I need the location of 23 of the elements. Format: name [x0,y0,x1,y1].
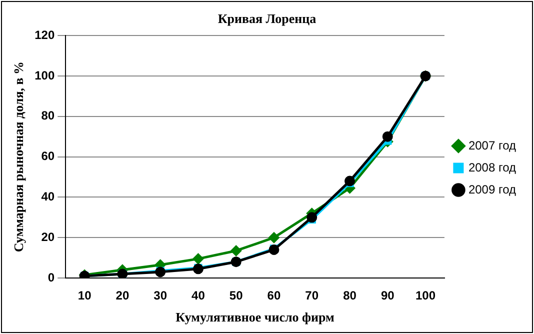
legend-label: 2007 год [468,138,516,152]
legend-label: 2008 год [468,160,516,174]
y-tick-label: 40 [41,190,55,204]
x-tick-label: 10 [78,288,92,303]
chart-title: Кривая Лоренца [218,11,317,26]
y-tick-label: 80 [41,108,55,123]
x-tick-label: 20 [116,288,130,303]
y-tick-label: 0 [48,270,55,284]
y-tick-label: 20 [41,230,55,244]
x-tick-label: 100 [415,288,436,303]
x-tick-label: 60 [267,288,281,303]
x-tick-label: 50 [229,288,244,303]
x-axis-title: Кумулятивное число фирм [176,310,335,325]
y-tick-label: 60 [41,149,55,164]
x-tick-label: 90 [380,288,395,303]
y-axis-title: Суммарная рыночная доля, в % [11,61,26,252]
legend-label: 2009 год [468,182,516,196]
y-tick-label: 100 [34,68,55,82]
x-tick-label: 30 [154,288,168,303]
x-tick-label: 70 [305,288,319,303]
y-tick-label: 120 [34,28,55,42]
x-tick-label: 80 [343,288,357,303]
x-tick-label: 40 [192,288,206,303]
